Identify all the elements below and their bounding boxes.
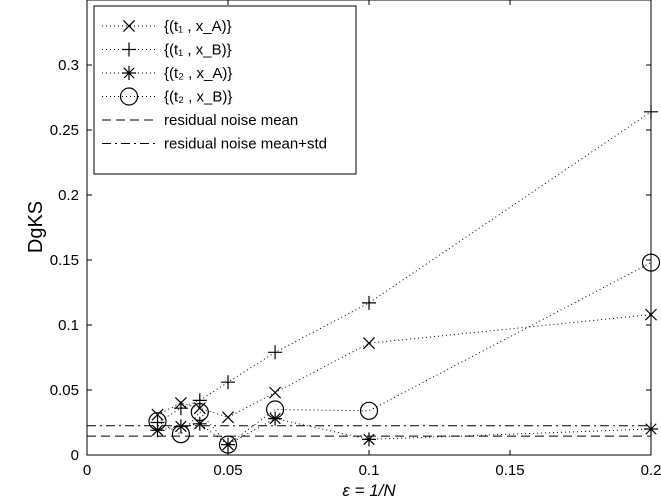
data-point-series-2 <box>221 375 235 390</box>
data-point-series-3 <box>221 437 235 452</box>
y-tick-label: 0.2 <box>58 187 79 204</box>
legend-box <box>93 5 357 175</box>
legend-marker <box>122 19 136 33</box>
legend-label: residual noise mean+std <box>164 136 327 153</box>
data-point-series-2 <box>192 393 207 408</box>
data-point-series-1 <box>362 337 376 350</box>
y-axis-title: DgKS <box>25 201 47 253</box>
x-tick-label: 0.2 <box>641 462 661 479</box>
data-point-series-1 <box>221 411 235 424</box>
y-tick-label: 0.15 <box>50 252 79 269</box>
legend-label: {(t₁ , x_A)} <box>164 18 232 35</box>
data-point-series-1 <box>269 386 282 399</box>
legend-label: {(t₂ , x_B)} <box>164 89 232 106</box>
data-point-series-2 <box>173 401 188 416</box>
data-point-series-2 <box>268 345 283 360</box>
legend: {(t₁ , x_A)} {(t₁ , x_B)} {(t₂ , x_A)} {(t₂… <box>93 5 357 175</box>
x-tick-label: 0.1 <box>359 462 380 479</box>
data-point-series-3 <box>192 416 207 431</box>
data-point-series-4 <box>148 412 167 431</box>
legend-item-1: {(t₁ , x_A)} <box>102 18 232 35</box>
legend-item-2: {(t₁ , x_B)} <box>102 42 232 59</box>
legend-marker <box>119 87 139 106</box>
data-point-series-3 <box>173 419 188 434</box>
y-tick-label: 0 <box>71 447 79 464</box>
legend-label: {(t₂ , x_A)} <box>164 65 232 82</box>
legend-label: {(t₁ , x_B)} <box>164 42 232 59</box>
legend-marker <box>122 42 136 57</box>
data-point-series-1 <box>151 408 164 421</box>
y-tick-label: 0.25 <box>50 122 79 139</box>
y-tick-label: 0.1 <box>58 317 79 334</box>
data-point-series-4 <box>359 401 379 420</box>
data-point-series-4 <box>171 425 191 444</box>
x-axis-title: ε = 1/N <box>342 481 396 500</box>
legend-item-4: {(t₂ , x_B)} <box>102 87 232 106</box>
x-tick-label: 0.05 <box>213 462 242 479</box>
legend-item-3: {(t₂ , x_A)} <box>102 65 232 82</box>
y-tick-label: 0.3 <box>58 57 79 74</box>
data-point-series-3 <box>268 411 283 426</box>
legend-item-6: residual noise mean+std <box>102 136 327 153</box>
data-point-series-2 <box>362 295 376 310</box>
legend-marker <box>122 66 136 80</box>
data-point-series-4 <box>190 403 209 422</box>
x-tick-label: 0.15 <box>495 462 524 479</box>
x-tick-label: 0 <box>83 462 91 479</box>
data-point-series-4 <box>265 400 285 419</box>
legend-item-5: residual noise mean <box>102 112 298 129</box>
y-tick-label: 0.05 <box>50 382 79 399</box>
ticks: 0 0.05 0.1 0.15 0.2 0 0.05 0.1 0.15 0.2 0.25 0.3 <box>50 0 661 479</box>
legend-label: residual noise mean <box>164 112 298 129</box>
data-point-series-3 <box>362 432 376 447</box>
